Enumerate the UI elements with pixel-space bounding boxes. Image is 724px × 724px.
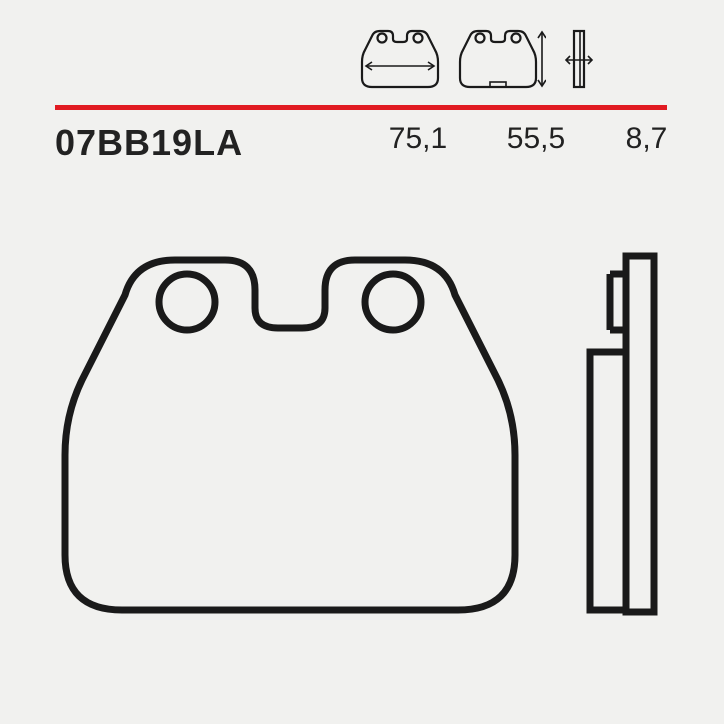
dim-thickness: 8,7 [619, 122, 674, 156]
labels-row: 07BB19LA 75,1 55,5 8,7 [55, 122, 667, 164]
technical-drawings [60, 250, 670, 670]
brake-pad-front-drawing [60, 250, 520, 630]
separator-line [55, 105, 667, 110]
brake-pad-side-drawing [580, 250, 660, 630]
dimensions-group: 75,1 55,5 8,7 [383, 122, 674, 156]
dim-width: 75,1 [383, 122, 453, 156]
dimension-icons-row [360, 28, 594, 90]
icon-front-small [360, 28, 440, 90]
dim-height: 55,5 [501, 122, 571, 156]
part-number: 07BB19LA [55, 122, 243, 164]
product-spec-diagram: 07BB19LA 75,1 55,5 8,7 [0, 0, 724, 724]
icon-back-small [458, 28, 546, 90]
icon-side-small [564, 28, 594, 90]
